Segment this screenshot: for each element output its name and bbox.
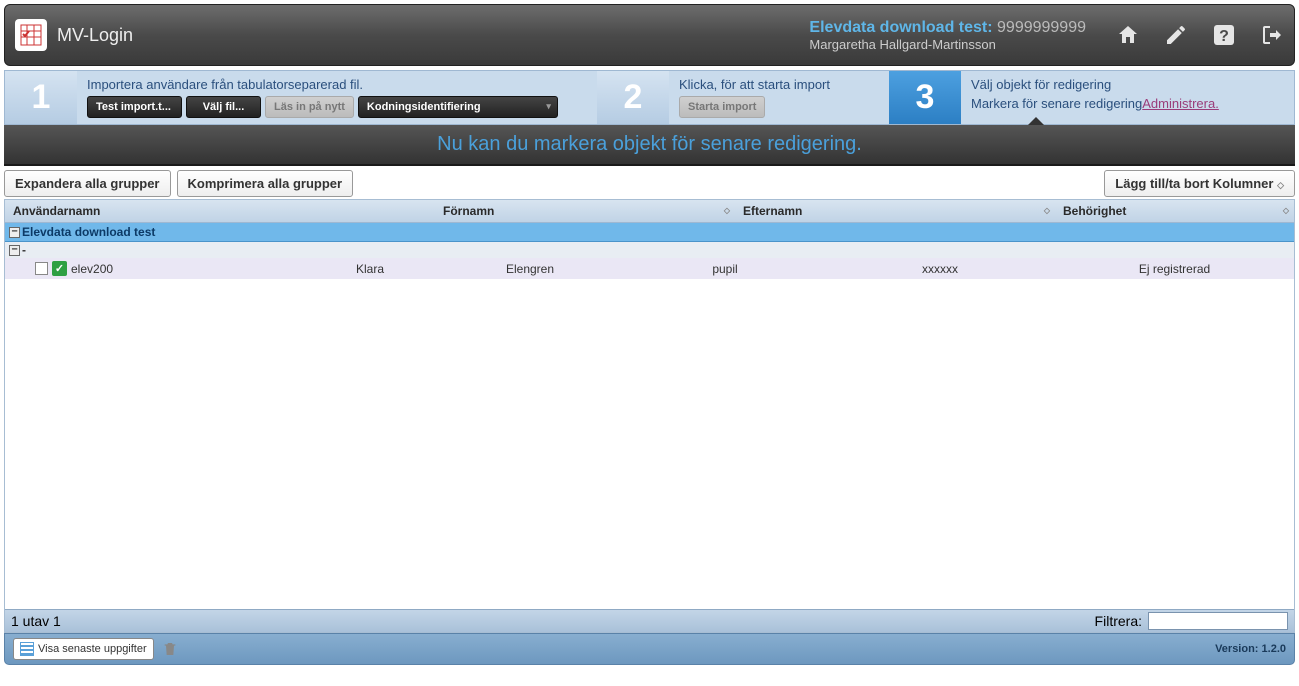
cell-col3: Elengren	[435, 259, 625, 279]
help-icon[interactable]: ?	[1212, 23, 1236, 47]
group-2-label: -	[22, 243, 26, 257]
edit-icon[interactable]	[1164, 23, 1188, 47]
expand-all-button[interactable]: Expandera alla grupper	[4, 170, 171, 197]
grid-toolbar: Expandera alla grupper Komprimera alla g…	[4, 170, 1295, 197]
grid-group-2[interactable]: − -	[5, 242, 1294, 258]
administer-link[interactable]: Administrera.	[1142, 96, 1219, 111]
app-header: MV-Login Elevdata download test: 9999999…	[4, 4, 1295, 66]
data-grid: Användarnamn ◇Förnamn ◇Efternamn ◇Behöri…	[4, 199, 1295, 633]
grid-icon	[20, 642, 34, 656]
version-label: Version: 1.2.0	[1215, 643, 1286, 655]
step3-line2: Markera för senare redigering	[971, 96, 1142, 111]
logout-icon[interactable]	[1260, 23, 1284, 47]
filter-input[interactable]	[1148, 612, 1288, 630]
grid-group-1[interactable]: − Elevdata download test	[5, 223, 1294, 242]
header-context-value: 9999999999	[997, 19, 1086, 36]
step1-body: Importera användare från tabulatorsepare…	[77, 71, 597, 124]
app-title: MV-Login	[57, 25, 133, 46]
step3-line1: Välj objekt för redigering	[971, 77, 1284, 92]
row-checkbox[interactable]	[35, 262, 48, 275]
cell-col6: Ej registrerad	[1055, 259, 1294, 279]
step2-number: 2	[597, 71, 669, 124]
page-footer: Visa senaste uppgifter Version: 1.2.0	[4, 633, 1295, 665]
collapse-icon[interactable]: −	[9, 227, 20, 238]
home-icon[interactable]	[1116, 23, 1140, 47]
col-header-role[interactable]: ◇Behörighet	[1055, 200, 1294, 222]
status-ok-icon: ✓	[52, 261, 67, 276]
grid-empty-area	[5, 279, 1294, 609]
start-import-button[interactable]: Starta import	[679, 96, 765, 118]
reload-button[interactable]: Läs in på nytt	[265, 96, 354, 118]
collapse-all-button[interactable]: Komprimera alla grupper	[177, 170, 354, 197]
wizard-steps: 1 Importera användare från tabulatorsepa…	[4, 70, 1295, 125]
step1-number: 1	[5, 71, 77, 124]
group-1-label: Elevdata download test	[22, 225, 155, 239]
svg-text:?: ?	[1219, 28, 1229, 45]
step3-body: Välj objekt för redigering Markera för s…	[961, 71, 1294, 124]
cell-col4: pupil	[625, 259, 825, 279]
collapse-icon[interactable]: −	[9, 245, 20, 256]
step1-title: Importera användare från tabulatorsepare…	[87, 77, 587, 92]
filter-label: Filtrera:	[1095, 613, 1142, 629]
grid-footer: 1 utav 1 Filtrera:	[5, 609, 1294, 632]
recent-tasks-button[interactable]: Visa senaste uppgifter	[13, 638, 154, 660]
cell-col2: Klara	[305, 259, 435, 279]
col-header-lastname[interactable]: ◇Efternamn	[735, 200, 1055, 222]
cell-col5: xxxxxx	[825, 259, 1055, 279]
choose-file-button[interactable]: Välj fil...	[186, 96, 261, 118]
header-username: Margaretha Hallgard-Martinsson	[809, 37, 1086, 52]
col-header-username[interactable]: Användarnamn	[5, 200, 435, 222]
grid-header-row: Användarnamn ◇Förnamn ◇Efternamn ◇Behöri…	[5, 200, 1294, 223]
header-context-label: Elevdata download test:	[809, 19, 992, 36]
trash-icon[interactable]	[162, 641, 178, 657]
columns-button[interactable]: Lägg till/ta bort Kolumner ◇	[1104, 170, 1295, 197]
row-count: 1 utav 1	[11, 613, 61, 629]
col-header-firstname[interactable]: ◇Förnamn	[435, 200, 735, 222]
step3-number: 3	[889, 71, 961, 124]
app-logo	[15, 19, 47, 51]
step2-title: Klicka, för att starta import	[679, 77, 879, 92]
status-banner: Nu kan du markera objekt för senare redi…	[4, 125, 1295, 166]
header-info: Elevdata download test: 9999999999 Marga…	[809, 19, 1086, 52]
cell-username: elev200	[71, 262, 113, 276]
step2-body: Klicka, för att starta import Starta imp…	[669, 71, 889, 124]
encoding-dropdown[interactable]: Kodningsidentifiering	[358, 96, 558, 118]
table-row[interactable]: ✓ elev200 Klara Elengren pupil xxxxxx Ej…	[5, 258, 1294, 279]
file-name-button[interactable]: Test import.t...	[87, 96, 182, 118]
